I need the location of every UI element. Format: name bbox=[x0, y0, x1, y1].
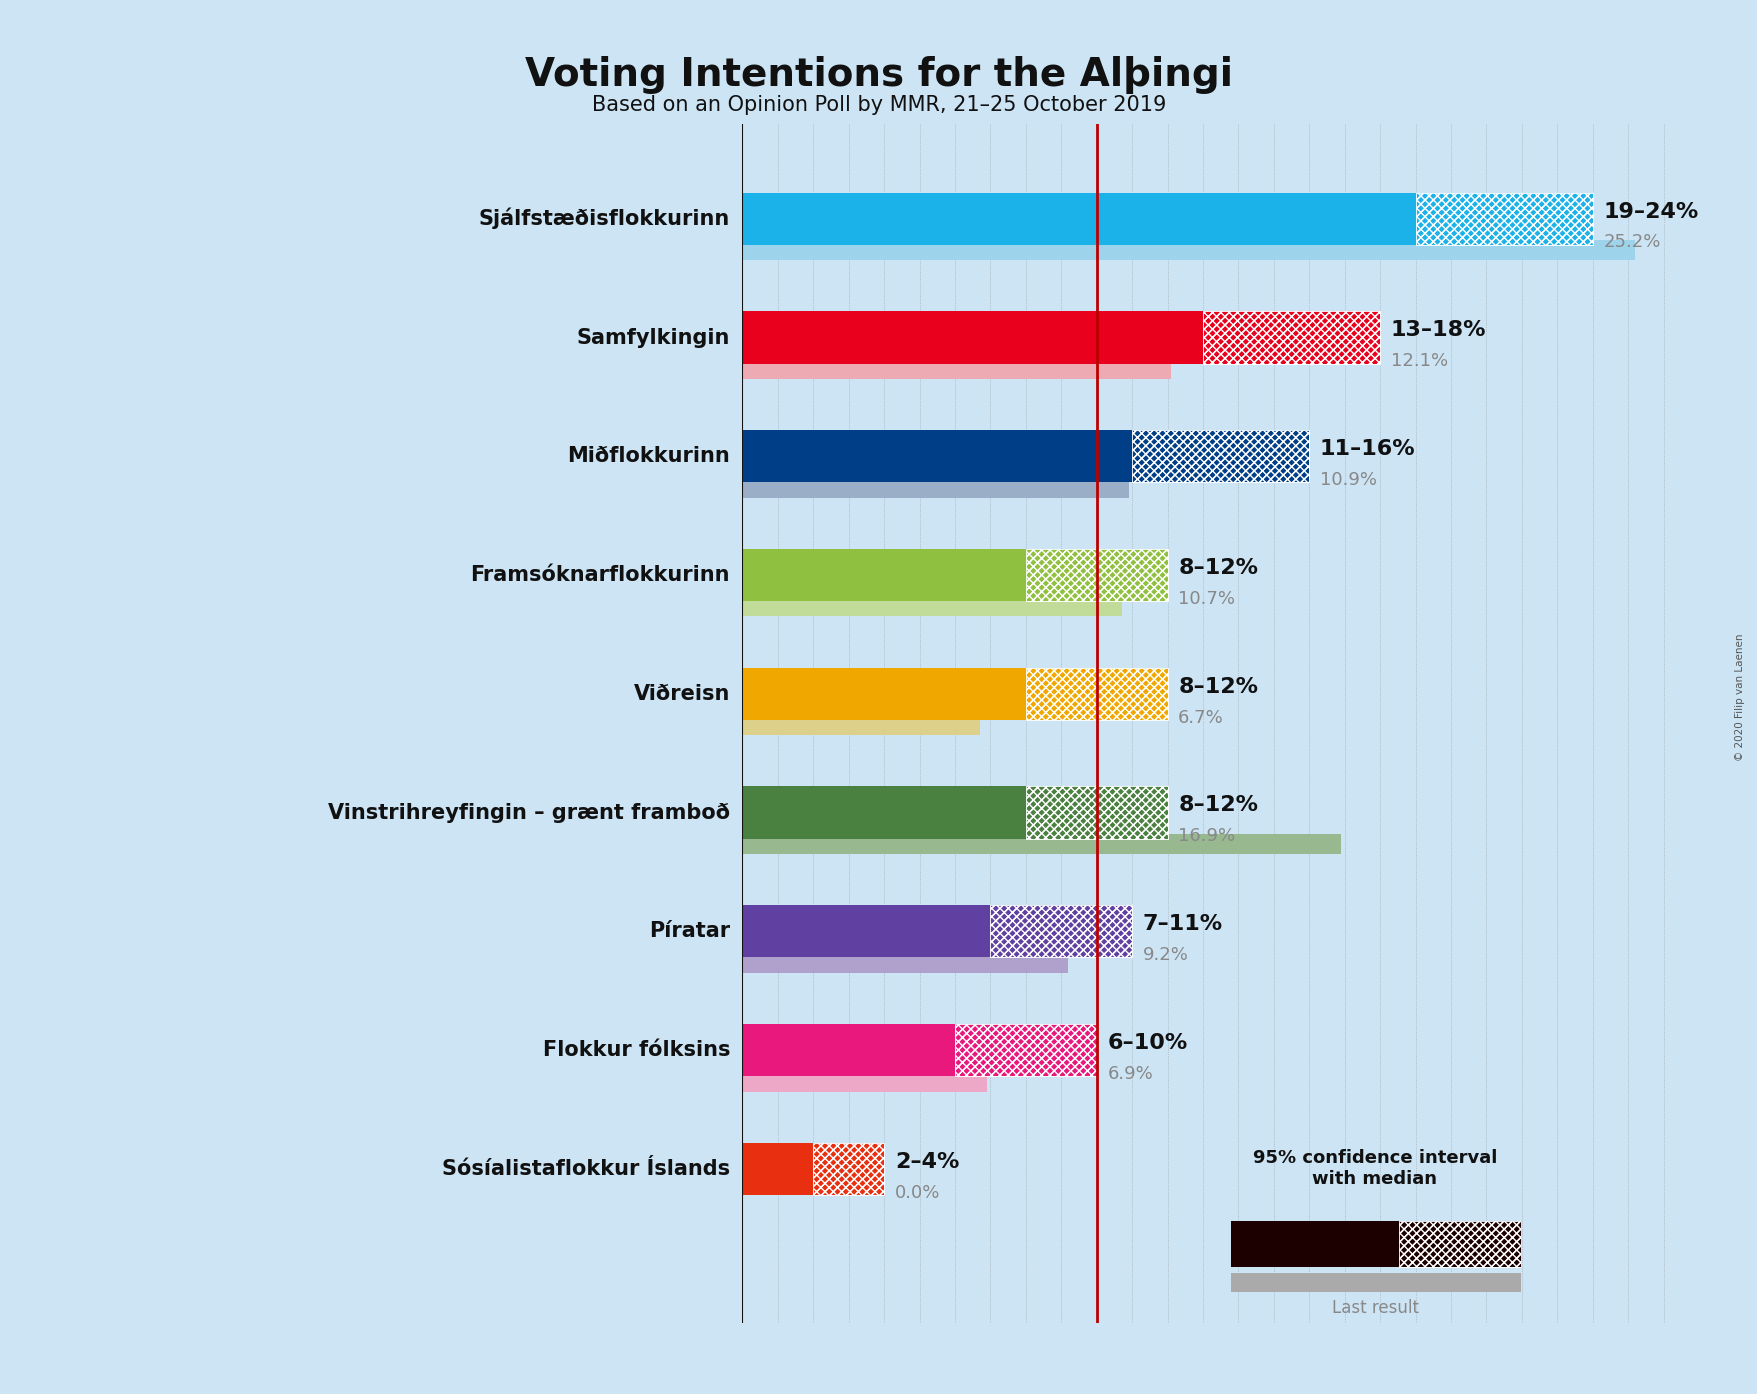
Text: Vinstrihreyfingin – grænt framboð: Vinstrihreyfingin – grænt framboð bbox=[329, 803, 729, 822]
Bar bbox=[1230, 1221, 1399, 1267]
Text: 2–4%: 2–4% bbox=[894, 1151, 959, 1172]
Bar bbox=[741, 240, 1634, 261]
Text: Framsóknarflokkurinn: Framsóknarflokkurinn bbox=[471, 565, 729, 585]
Text: 95% confidence interval
with median: 95% confidence interval with median bbox=[1251, 1149, 1497, 1188]
Bar bbox=[1026, 549, 1167, 601]
Bar bbox=[1202, 311, 1379, 364]
Bar bbox=[1132, 431, 1309, 482]
Bar bbox=[741, 905, 1132, 958]
Text: 10.9%: 10.9% bbox=[1320, 471, 1376, 489]
Bar bbox=[1026, 668, 1167, 719]
Text: 6.7%: 6.7% bbox=[1177, 708, 1223, 726]
Text: Viðreisn: Viðreisn bbox=[633, 684, 729, 704]
Bar bbox=[1399, 1221, 1520, 1267]
Bar bbox=[741, 358, 1170, 379]
Bar bbox=[1202, 311, 1379, 364]
Bar bbox=[1399, 1221, 1520, 1267]
Bar bbox=[741, 1143, 884, 1195]
Bar bbox=[1026, 786, 1167, 839]
Bar bbox=[954, 1025, 1096, 1076]
Bar bbox=[1026, 549, 1167, 601]
Bar bbox=[989, 905, 1132, 958]
Bar bbox=[741, 192, 1592, 245]
Bar bbox=[741, 478, 1128, 498]
Bar bbox=[1026, 668, 1167, 719]
Bar bbox=[741, 1025, 1096, 1076]
Bar bbox=[813, 1143, 884, 1195]
Bar bbox=[741, 549, 1167, 601]
Bar bbox=[741, 431, 1309, 482]
Bar bbox=[954, 1025, 1096, 1076]
Text: Píratar: Píratar bbox=[648, 921, 729, 941]
Text: Samfylkingin: Samfylkingin bbox=[576, 328, 729, 347]
Text: 12.1%: 12.1% bbox=[1390, 353, 1448, 371]
Text: 13–18%: 13–18% bbox=[1390, 321, 1485, 340]
Bar bbox=[1132, 431, 1309, 482]
Text: 25.2%: 25.2% bbox=[1602, 234, 1660, 251]
Bar bbox=[741, 597, 1121, 616]
Text: 9.2%: 9.2% bbox=[1142, 947, 1188, 965]
Bar bbox=[741, 715, 979, 735]
Bar bbox=[813, 1143, 884, 1195]
Text: Sjálfstæðisflokkurinn: Sjálfstæðisflokkurinn bbox=[478, 208, 729, 230]
Bar bbox=[1414, 192, 1592, 245]
Text: Miðflokkurinn: Miðflokkurinn bbox=[568, 446, 729, 466]
Bar bbox=[741, 668, 1167, 719]
Text: Flokkur fólksins: Flokkur fólksins bbox=[543, 1040, 729, 1059]
Bar bbox=[741, 1072, 986, 1092]
Bar bbox=[741, 834, 1341, 855]
Bar bbox=[741, 786, 1167, 839]
Text: Sósíalistaflokkur Íslands: Sósíalistaflokkur Íslands bbox=[441, 1158, 729, 1179]
Text: 0.0%: 0.0% bbox=[894, 1184, 940, 1202]
Bar bbox=[989, 905, 1132, 958]
Bar bbox=[741, 311, 1379, 364]
Text: 6–10%: 6–10% bbox=[1107, 1033, 1188, 1052]
Text: 6.9%: 6.9% bbox=[1107, 1065, 1153, 1083]
Bar bbox=[1026, 786, 1167, 839]
Bar bbox=[1414, 192, 1592, 245]
Text: 8–12%: 8–12% bbox=[1177, 796, 1258, 815]
Bar bbox=[741, 952, 1068, 973]
Text: 16.9%: 16.9% bbox=[1177, 827, 1235, 845]
Text: 8–12%: 8–12% bbox=[1177, 676, 1258, 697]
Text: 11–16%: 11–16% bbox=[1320, 439, 1414, 459]
Text: Based on an Opinion Poll by MMR, 21–25 October 2019: Based on an Opinion Poll by MMR, 21–25 O… bbox=[592, 95, 1165, 114]
Text: 7–11%: 7–11% bbox=[1142, 914, 1223, 934]
Text: 8–12%: 8–12% bbox=[1177, 558, 1258, 579]
Bar bbox=[1399, 1221, 1520, 1267]
Text: Last result: Last result bbox=[1332, 1299, 1418, 1317]
Text: Voting Intentions for the Alþingi: Voting Intentions for the Alþingi bbox=[525, 56, 1232, 93]
Text: 10.7%: 10.7% bbox=[1177, 590, 1235, 608]
Bar bbox=[1230, 1273, 1520, 1292]
Text: 19–24%: 19–24% bbox=[1602, 202, 1697, 222]
Text: © 2020 Filip van Laenen: © 2020 Filip van Laenen bbox=[1734, 633, 1745, 761]
